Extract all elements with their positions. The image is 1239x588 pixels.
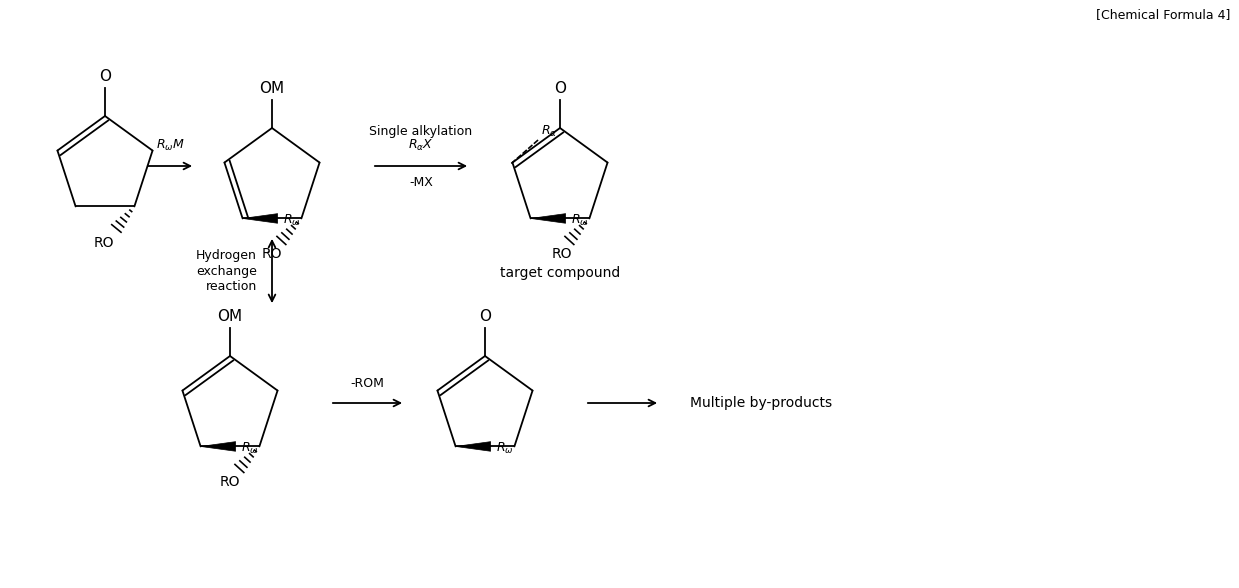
Text: $R_\alpha$: $R_\alpha$	[541, 123, 558, 139]
Polygon shape	[201, 442, 235, 451]
Text: $R_\omega$: $R_\omega$	[496, 441, 513, 456]
Text: $R_\omega$: $R_\omega$	[571, 213, 589, 228]
Text: [Chemical Formula 4]: [Chemical Formula 4]	[1095, 8, 1230, 21]
Text: O: O	[554, 81, 566, 96]
Text: -MX: -MX	[409, 176, 432, 189]
Polygon shape	[243, 213, 278, 223]
Text: OM: OM	[217, 309, 243, 324]
Polygon shape	[530, 213, 566, 223]
Text: O: O	[99, 69, 112, 84]
Text: Single alkylation: Single alkylation	[369, 125, 472, 138]
Text: RO: RO	[261, 248, 281, 262]
Text: Hydrogen
exchange
reaction: Hydrogen exchange reaction	[196, 249, 256, 292]
Text: $R_\omega$: $R_\omega$	[282, 213, 300, 228]
Text: $R_\omega$: $R_\omega$	[240, 441, 258, 456]
Text: target compound: target compound	[499, 266, 621, 280]
Text: Multiple by-products: Multiple by-products	[690, 396, 833, 410]
Text: $R_\omega M$: $R_\omega M$	[156, 138, 185, 153]
Text: OM: OM	[259, 81, 285, 96]
Text: RO: RO	[551, 248, 571, 262]
Text: $R_\alpha X$: $R_\alpha X$	[408, 138, 434, 153]
Text: O: O	[479, 309, 491, 324]
Text: -ROM: -ROM	[351, 377, 384, 390]
Text: RO: RO	[219, 476, 239, 489]
Text: RO: RO	[93, 236, 114, 250]
Polygon shape	[456, 442, 491, 451]
